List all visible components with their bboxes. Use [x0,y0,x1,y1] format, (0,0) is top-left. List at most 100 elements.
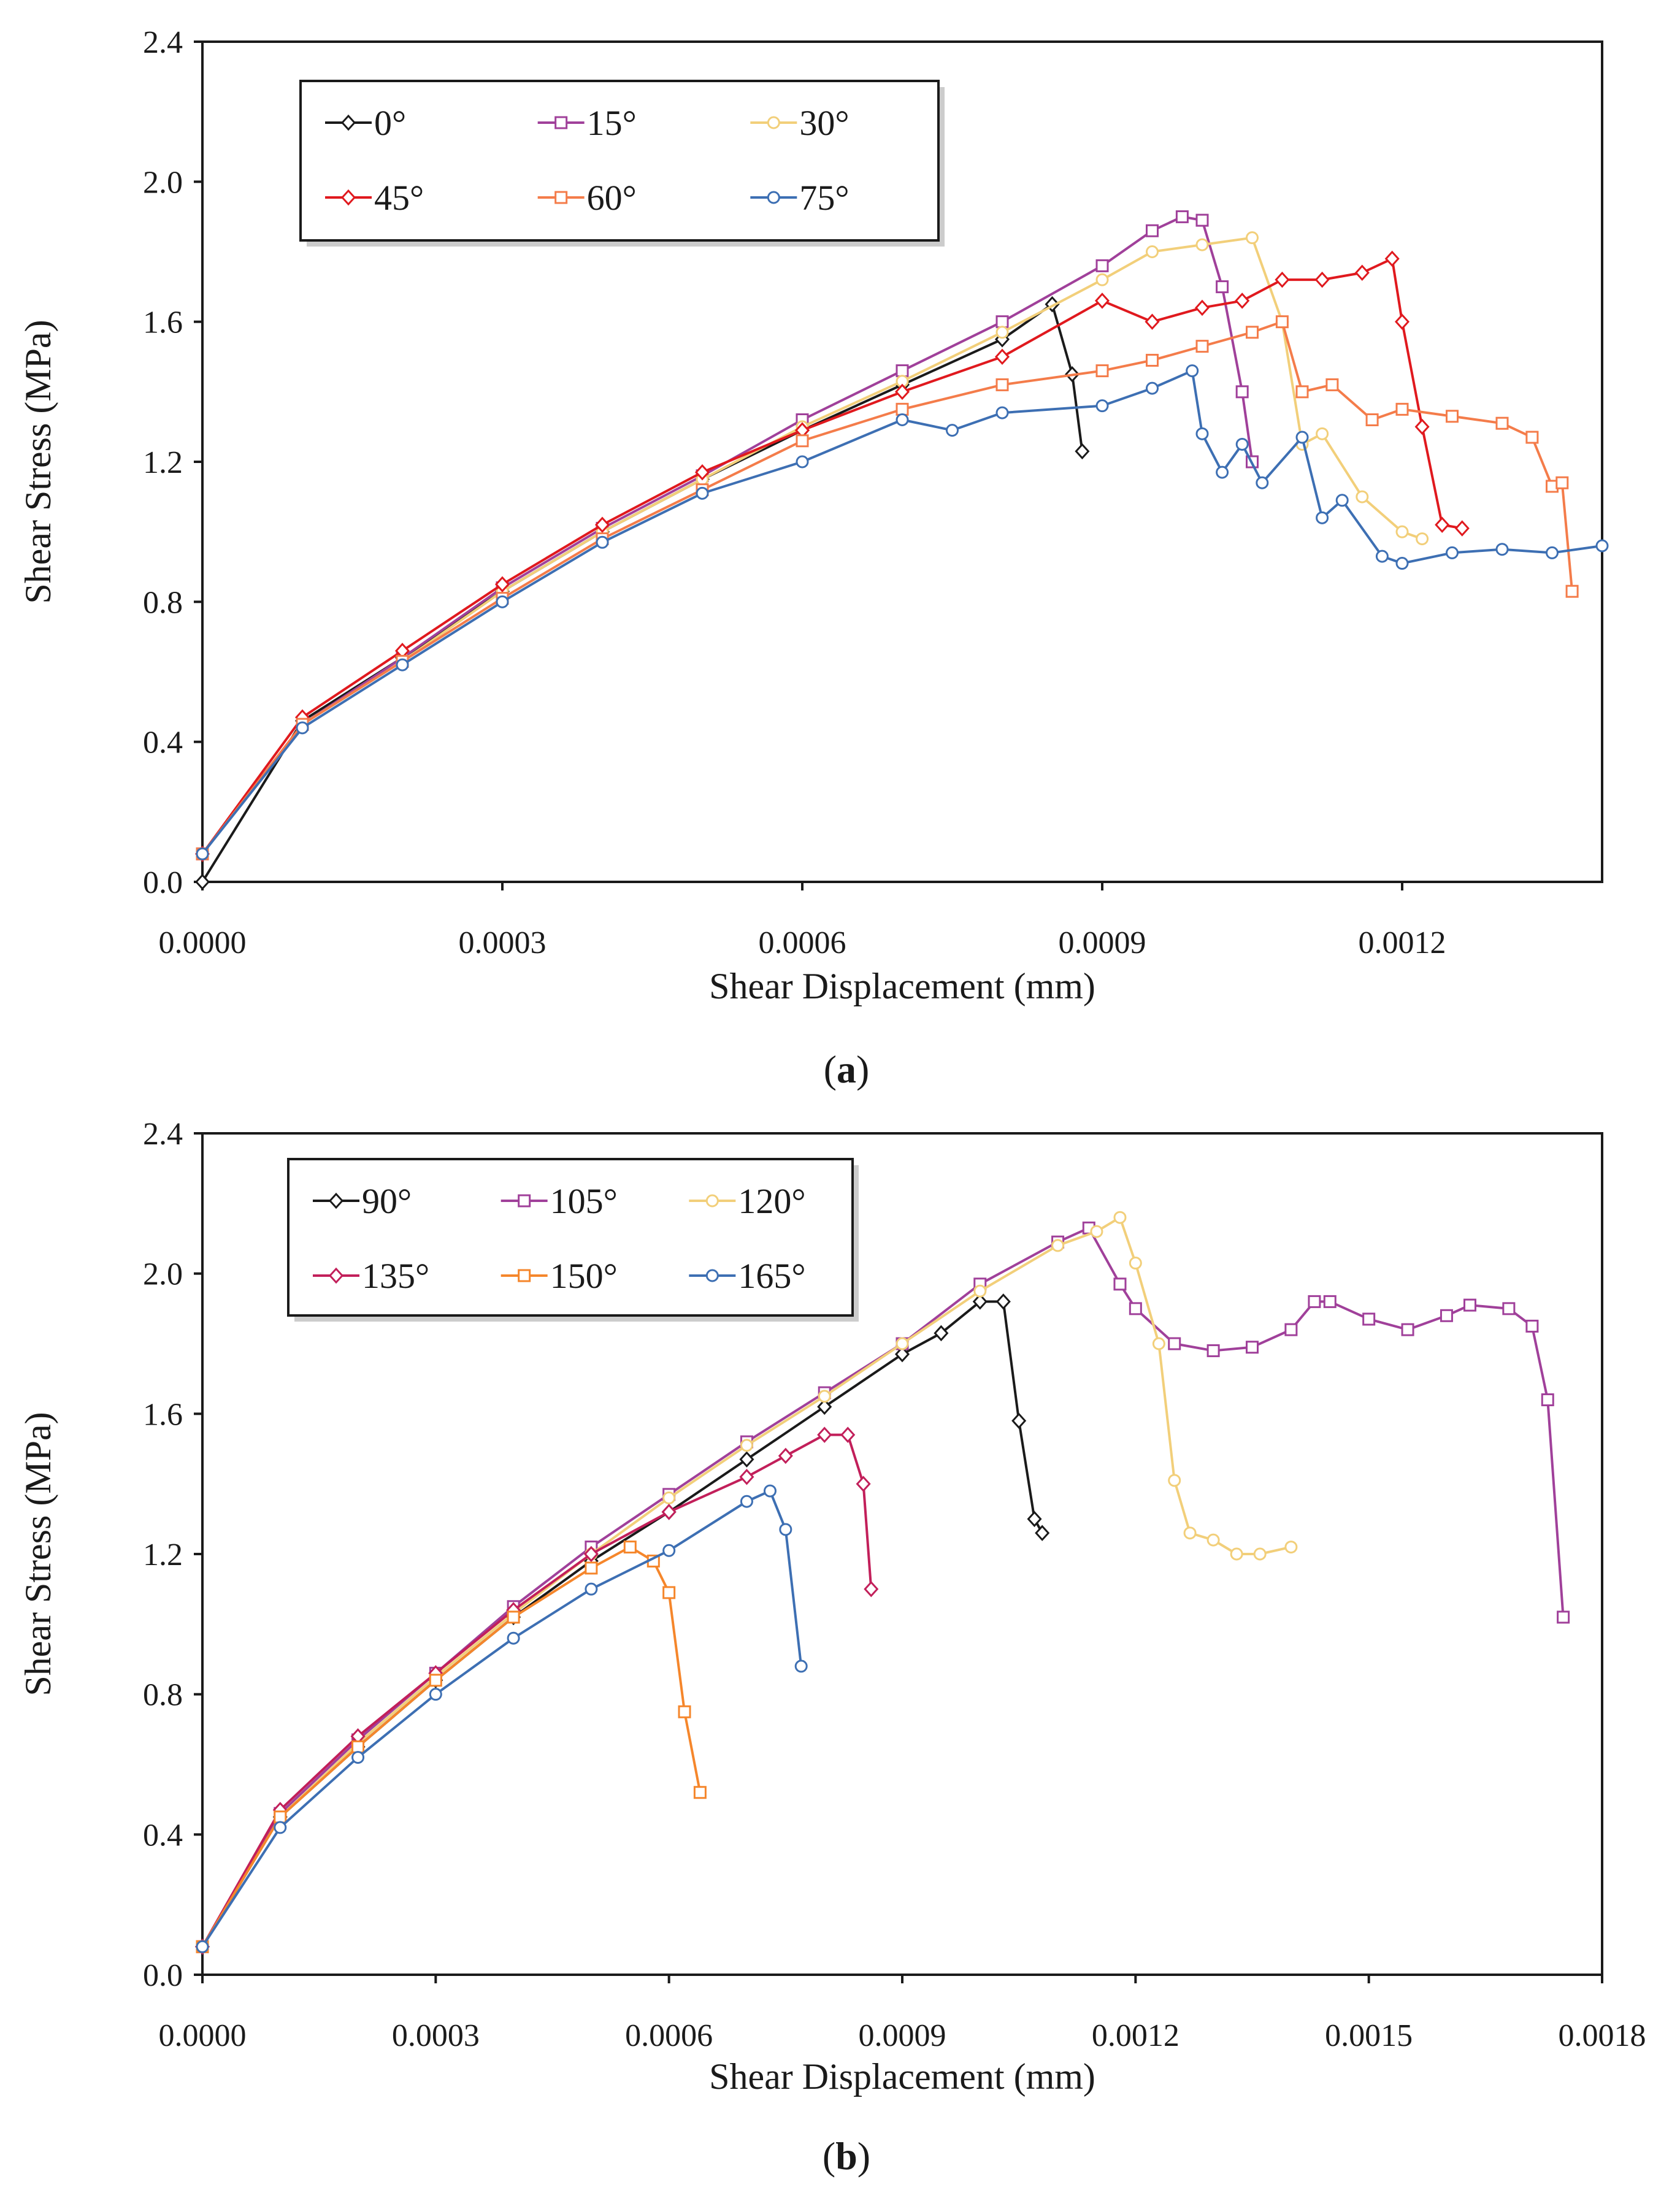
data-point-b-5-6 [662,1544,676,1557]
y-tick-label-b-5: 2.0 [143,1257,183,1292]
data-point-a-2-8 [995,326,1009,339]
data-point-b-0-9 [894,1346,910,1363]
data-point-b-0-11 [972,1293,988,1310]
legend-item-a-3: 45° [325,178,424,218]
legend-marker-a-5 [767,191,780,204]
legend-marker-b-4 [518,1269,531,1282]
legend-box-b [287,1158,854,1317]
data-point-b-2-12 [1090,1225,1103,1238]
data-point-b-1-13 [1113,1277,1127,1291]
legend-label-b-0: 90° [362,1181,412,1221]
data-point-a-5-15 [1235,437,1249,451]
data-point-a-1-14 [1235,385,1249,399]
data-point-a-5-9 [995,406,1009,419]
data-point-b-4-1 [274,1810,287,1824]
legend-item-b-1: 105° [501,1181,618,1221]
data-point-a-1-7 [896,364,909,378]
data-point-a-5-23 [1495,543,1509,556]
data-point-a-2-15 [1316,427,1329,440]
series-line-a-1 [201,215,1254,855]
legend-item-a-1: 15° [537,103,637,143]
data-point-a-1-13 [1216,280,1229,294]
data-point-a-5-3 [496,595,509,608]
data-point-b-2-18 [1206,1533,1220,1547]
data-point-b-0-10 [934,1325,949,1342]
y-tick-label-b-4: 1.6 [143,1397,183,1432]
data-point-a-3-15 [1354,264,1370,281]
series-b-5 [196,1484,808,1953]
y-tick-label-a-2: 0.8 [143,585,183,620]
data-point-b-2-17 [1183,1526,1197,1540]
legend-item-b-3: 135° [313,1256,429,1296]
data-point-a-2-9 [1095,273,1109,286]
data-point-b-4-8 [662,1586,676,1599]
data-point-b-2-21 [1284,1541,1298,1554]
data-point-a-1-8 [995,315,1009,329]
data-point-a-4-23 [1565,584,1579,598]
data-point-a-2-11 [1195,238,1209,251]
x-tick-label-b-6: 0.0018 [1559,2018,1646,2053]
data-point-b-5-4 [507,1631,520,1645]
data-point-b-2-7 [740,1439,753,1452]
data-point-a-4-19 [1495,416,1509,430]
data-point-a-5-10 [1095,399,1109,413]
series-a-5 [196,364,1609,860]
data-point-a-3-16 [1384,250,1400,267]
data-point-b-5-7 [740,1495,753,1508]
data-point-a-4-10 [1146,353,1159,367]
data-point-b-0-8 [817,1398,832,1415]
data-point-b-1-21 [1362,1312,1376,1326]
data-point-b-2-15 [1152,1337,1165,1350]
legend-marker-b-5 [705,1269,719,1282]
panel-label-a: (a) [824,1047,870,1091]
data-point-b-1-17 [1246,1341,1259,1354]
chart-panel-a: 0.0 0.4 0.8 1.2 1.6 2.0 2.4 0.0000 0.0003 0.0006 0… [18,25,1609,1091]
legend-marker-a-0 [340,114,356,131]
data-point-a-0-0 [194,873,210,890]
legend-label-b-5: 165° [738,1256,805,1296]
data-point-b-4-5 [585,1561,598,1575]
panel-letter-a: a [837,1047,856,1091]
data-point-b-1-27 [1541,1393,1554,1406]
chart-panel-b: 0.0 0.4 0.8 1.2 1.6 2.0 2.4 0.0000 0.0003 0.0006 0… [18,1117,1646,2178]
legend-label-b-1: 105° [550,1181,618,1221]
data-point-b-2-11 [1051,1239,1065,1252]
data-point-b-1-14 [1129,1302,1142,1315]
x-axis-title-a: Shear Displacement (mm) [709,966,1095,1006]
data-point-a-3-18 [1414,418,1430,435]
data-point-a-3-17 [1394,313,1410,330]
legend-marker-b-2 [705,1194,719,1208]
data-point-b-2-14 [1129,1257,1142,1270]
data-point-b-1-20 [1323,1295,1337,1308]
data-point-b-5-3 [429,1688,442,1701]
legend-label-a-4: 60° [587,178,637,218]
legend-box-a [299,80,940,242]
data-point-b-1-19 [1308,1295,1321,1308]
y-tick-label-b-6: 2.4 [143,1117,183,1152]
data-point-a-3-8 [994,348,1010,365]
data-point-b-5-1 [274,1821,287,1834]
data-point-a-4-16 [1365,413,1379,426]
data-point-b-1-22 [1401,1323,1414,1336]
data-point-b-3-6 [661,1504,677,1520]
y-tick-label-b-0: 0.0 [143,1958,183,1993]
y-tick-label-a-6: 2.4 [143,25,183,60]
data-point-a-4-22 [1555,476,1569,489]
data-point-a-2-10 [1146,245,1159,258]
data-point-b-2-19 [1230,1547,1243,1561]
y-tick-label-a-5: 2.0 [143,165,183,200]
data-point-a-5-13 [1195,427,1209,440]
data-point-a-5-6 [796,455,809,469]
legend-label-a-2: 30° [799,103,849,143]
legend-marker-a-1 [554,116,568,129]
legend-label-b-2: 120° [738,1181,805,1221]
data-point-a-1-10 [1146,224,1159,237]
data-point-a-1-12 [1195,213,1209,227]
data-point-a-5-19 [1335,494,1349,507]
data-point-a-5-12 [1186,364,1199,378]
data-point-b-5-9 [779,1523,792,1536]
data-point-a-3-14 [1314,271,1330,288]
legend-marker-a-3 [340,189,356,206]
legend-label-a-1: 15° [587,103,637,143]
